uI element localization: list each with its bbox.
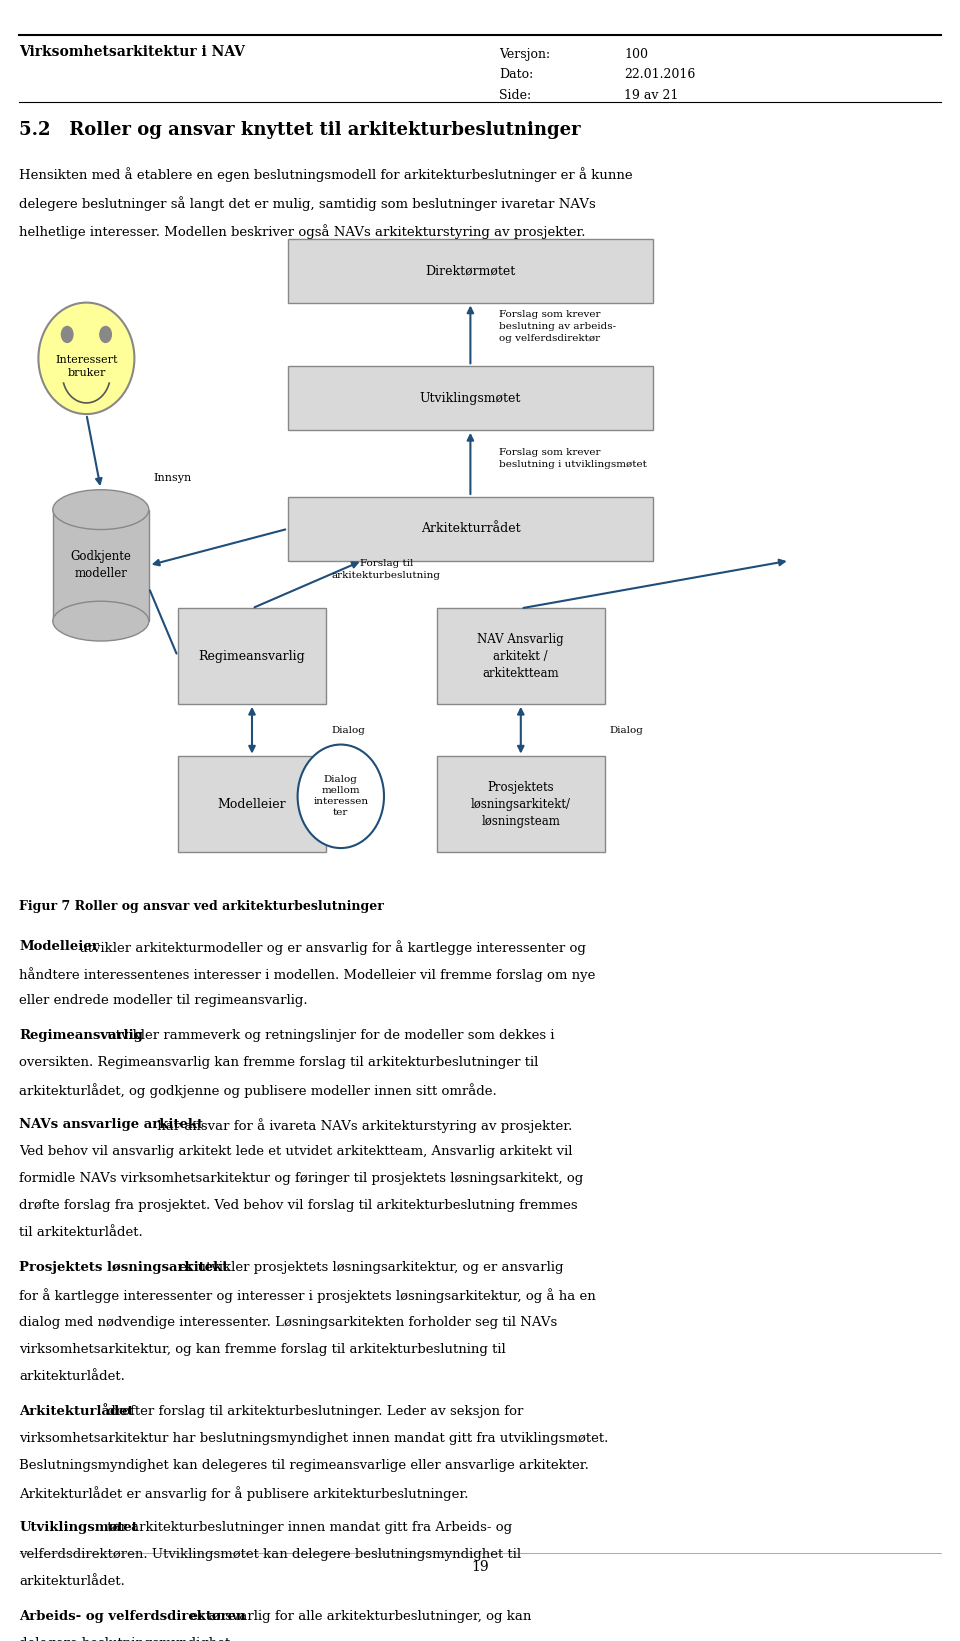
Text: Utviklingsmøtet: Utviklingsmøtet	[19, 1521, 138, 1534]
Text: arkitekturlådet.: arkitekturlådet.	[19, 1575, 125, 1588]
Text: Side:: Side:	[499, 89, 531, 102]
Ellipse shape	[298, 745, 384, 848]
Text: Prosjektets
løsningsarkitekt/
løsningsteam: Prosjektets løsningsarkitekt/ løsningste…	[470, 781, 571, 827]
Text: eller endrede modeller til regimeansvarlig.: eller endrede modeller til regimeansvarl…	[19, 994, 308, 1008]
Text: Arkitekturlådet: Arkitekturlådet	[19, 1405, 133, 1418]
Text: Dato:: Dato:	[499, 69, 534, 82]
Text: Ved behov vil ansvarlig arkitekt lede et utvidet arkitektteam, Ansvarlig arkitek: Ved behov vil ansvarlig arkitekt lede et…	[19, 1145, 573, 1159]
Text: Dialog
mellom
interessen
ter: Dialog mellom interessen ter	[313, 775, 369, 817]
Text: drøfte forslag fra prosjektet. Ved behov vil forslag til arkitekturbeslutning fr: drøfte forslag fra prosjektet. Ved behov…	[19, 1200, 578, 1213]
FancyBboxPatch shape	[437, 609, 605, 704]
FancyBboxPatch shape	[437, 757, 605, 852]
Text: Prosjektets løsningsarkitekt: Prosjektets løsningsarkitekt	[19, 1262, 228, 1275]
Text: delegere beslutningsmyndighet.: delegere beslutningsmyndighet.	[19, 1638, 234, 1641]
Text: har ansvar for å ivareta NAVs arkitekturstyring av prosjekter.: har ansvar for å ivareta NAVs arkitektur…	[153, 1118, 572, 1132]
Text: håndtere interessentenes interesser i modellen. Modelleier vil fremme forslag om: håndtere interessentenes interesser i mo…	[19, 967, 595, 981]
Text: arkitekturlådet.: arkitekturlådet.	[19, 1370, 125, 1383]
Text: drøfter forslag til arkitekturbeslutninger. Leder av seksjon for: drøfter forslag til arkitekturbeslutning…	[103, 1405, 523, 1418]
FancyBboxPatch shape	[178, 609, 326, 704]
Text: Regimeansvarlig: Regimeansvarlig	[199, 650, 305, 663]
Text: 100: 100	[624, 48, 648, 61]
Text: oversikten. Regimeansvarlig kan fremme forslag til arkitekturbeslutninger til: oversikten. Regimeansvarlig kan fremme f…	[19, 1055, 539, 1068]
Text: tar arkitekturbeslutninger innen mandat gitt fra Arbeids- og: tar arkitekturbeslutninger innen mandat …	[103, 1521, 512, 1534]
Text: helhetlige interesser. Modellen beskriver også NAVs arkitekturstyring av prosjek: helhetlige interesser. Modellen beskrive…	[19, 225, 586, 240]
Text: dialog med nødvendige interessenter. Løsningsarkitekten forholder seg til NAVs: dialog med nødvendige interessenter. Løs…	[19, 1316, 558, 1329]
Text: Utviklingsmøtet: Utviklingsmøtet	[420, 392, 521, 405]
Text: Virksomhetsarkitektur i NAV: Virksomhetsarkitektur i NAV	[19, 44, 245, 59]
Text: til arkitekturlådet.: til arkitekturlådet.	[19, 1226, 143, 1239]
FancyBboxPatch shape	[178, 757, 326, 852]
Text: Hensikten med å etablere en egen beslutningsmodell for arkitekturbeslutninger er: Hensikten med å etablere en egen beslutn…	[19, 167, 633, 182]
FancyBboxPatch shape	[288, 366, 653, 430]
Text: Modelleier: Modelleier	[19, 940, 99, 953]
Text: Arbeids- og velferdsdirektøren: Arbeids- og velferdsdirektøren	[19, 1610, 246, 1623]
Text: utvikler rammeverk og retningslinjer for de modeller som dekkes i: utvikler rammeverk og retningslinjer for…	[103, 1029, 554, 1042]
Text: Dialog: Dialog	[331, 725, 365, 735]
Text: Modelleier: Modelleier	[218, 798, 286, 811]
Text: velferdsdirektøren. Utviklingsmøtet kan delegere beslutningsmyndighet til: velferdsdirektøren. Utviklingsmøtet kan …	[19, 1547, 521, 1561]
FancyBboxPatch shape	[288, 240, 653, 302]
Ellipse shape	[53, 489, 149, 530]
Ellipse shape	[38, 302, 134, 414]
Text: Interessert
bruker: Interessert bruker	[55, 354, 118, 377]
Text: Forslag til
arkitekturbeslutning: Forslag til arkitekturbeslutning	[332, 560, 441, 579]
Text: Regimeansvarlig: Regimeansvarlig	[19, 1029, 143, 1042]
Text: 19 av 21: 19 av 21	[624, 89, 679, 102]
Text: delegere beslutninger så langt det er mulig, samtidig som beslutninger ivaretar : delegere beslutninger så langt det er mu…	[19, 195, 596, 210]
Text: arkitekturlådet, og godkjenne og publisere modeller innen sitt område.: arkitekturlådet, og godkjenne og publise…	[19, 1083, 497, 1098]
Text: for å kartlegge interessenter og interesser i prosjektets løsningsarkitektur, og: for å kartlegge interessenter og interes…	[19, 1288, 596, 1303]
Text: virksomhetsarkitektur, og kan fremme forslag til arkitekturbeslutning til: virksomhetsarkitektur, og kan fremme for…	[19, 1342, 506, 1355]
Text: Godkjente
modeller: Godkjente modeller	[70, 550, 132, 581]
Text: er utvikler prosjektets løsningsarkitektur, og er ansvarlig: er utvikler prosjektets løsningsarkitekt…	[175, 1262, 564, 1275]
Text: Figur 7 Roller og ansvar ved arkitekturbeslutninger: Figur 7 Roller og ansvar ved arkitekturb…	[19, 899, 384, 912]
Text: Dialog: Dialog	[610, 725, 643, 735]
Text: virksomhetsarkitektur har beslutningsmyndighet innen mandat gitt fra utviklingsm: virksomhetsarkitektur har beslutningsmyn…	[19, 1431, 609, 1444]
Text: Direktørmøtet: Direktørmøtet	[425, 264, 516, 277]
Text: 5.2   Roller og ansvar knyttet til arkitekturbeslutninger: 5.2 Roller og ansvar knyttet til arkitek…	[19, 121, 581, 139]
Text: Beslutningsmyndighet kan delegeres til regimeansvarlige eller ansvarlige arkitek: Beslutningsmyndighet kan delegeres til r…	[19, 1459, 589, 1472]
Text: er ansvarlig for alle arkitekturbeslutninger, og kan: er ansvarlig for alle arkitekturbeslutni…	[186, 1610, 532, 1623]
Ellipse shape	[61, 327, 73, 343]
FancyBboxPatch shape	[288, 497, 653, 561]
Text: Arkitekturlådet er ansvarlig for å publisere arkitekturbeslutninger.: Arkitekturlådet er ansvarlig for å publi…	[19, 1485, 468, 1502]
Text: utvikler arkitekturmodeller og er ansvarlig for å kartlegge interessenter og: utvikler arkitekturmodeller og er ansvar…	[75, 940, 586, 955]
Text: Arkitekturrådet: Arkitekturrådet	[420, 522, 520, 535]
Ellipse shape	[53, 601, 149, 642]
Text: NAV Ansvarlig
arkitekt /
arkitektteam: NAV Ansvarlig arkitekt / arkitektteam	[477, 633, 564, 679]
Text: 22.01.2016: 22.01.2016	[624, 69, 695, 82]
Text: NAVs ansvarlige arkitekt: NAVs ansvarlige arkitekt	[19, 1118, 204, 1131]
Ellipse shape	[100, 327, 111, 343]
Text: Versjon:: Versjon:	[499, 48, 550, 61]
Text: Forslag som krever
beslutning i utviklingsmøtet: Forslag som krever beslutning i utviklin…	[499, 448, 647, 469]
Text: Forslag som krever
beslutning av arbeids-
og velferdsdirektør: Forslag som krever beslutning av arbeids…	[499, 310, 616, 343]
Text: formidle NAVs virksomhetsarkitektur og føringer til prosjektets løsningsarkitekt: formidle NAVs virksomhetsarkitektur og f…	[19, 1172, 584, 1185]
Text: Innsyn: Innsyn	[154, 473, 192, 482]
Text: 19: 19	[471, 1559, 489, 1574]
FancyBboxPatch shape	[53, 510, 149, 622]
